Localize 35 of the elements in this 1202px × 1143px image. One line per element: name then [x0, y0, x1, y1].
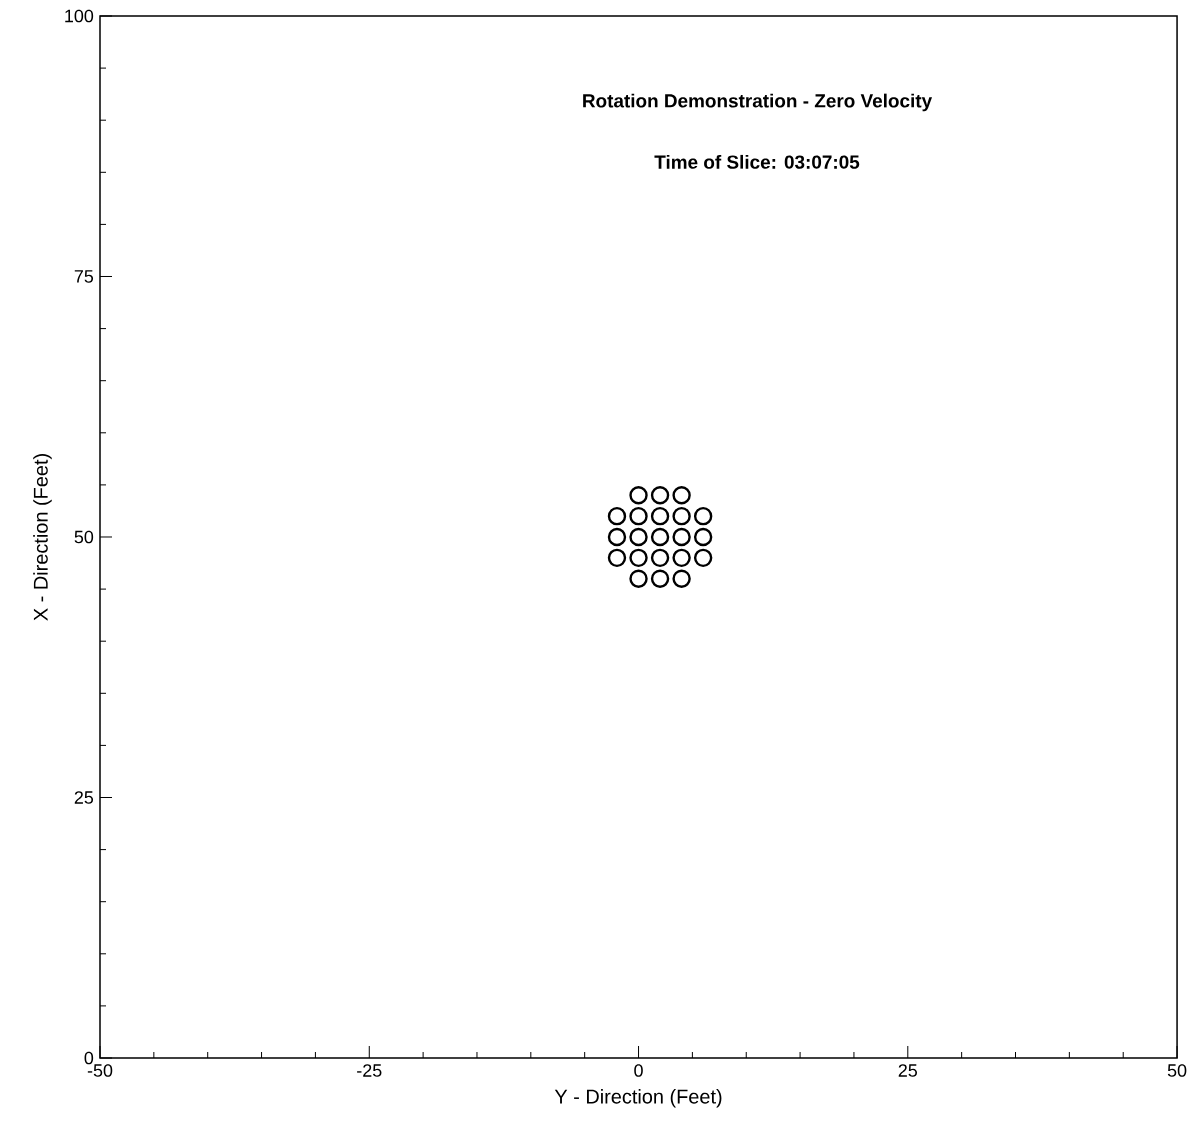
- x-axis-title: Y - Direction (Feet): [554, 1089, 722, 1108]
- point: [693, 548, 713, 568]
- point: [650, 486, 670, 505]
- point: [629, 486, 648, 505]
- point: [650, 527, 670, 547]
- point: [629, 548, 648, 568]
- point: [650, 548, 670, 568]
- point: [629, 569, 648, 588]
- y-tick-label: 50: [74, 530, 94, 544]
- point: [693, 527, 713, 547]
- y-tick-label: 0: [84, 1051, 94, 1065]
- y-tick-label: 75: [74, 270, 94, 283]
- point: [693, 506, 713, 526]
- text: Rotation Demonstration - Zero Velocity: [583, 93, 933, 112]
- point: [672, 548, 691, 568]
- x-tick-label: -50: [87, 1064, 113, 1077]
- point: [629, 506, 648, 526]
- point: [629, 527, 648, 547]
- point: [607, 527, 627, 547]
- point: [607, 506, 627, 526]
- x-tick-label: 50: [1167, 1064, 1187, 1077]
- y-tick-label: 100: [65, 9, 94, 23]
- point: [650, 506, 670, 526]
- x-tick-label: -25: [357, 1064, 382, 1077]
- x-tick-label: 25: [898, 1064, 918, 1077]
- y-tick-label: 25: [74, 791, 94, 804]
- point: [672, 506, 691, 526]
- x-tick-label: 0: [634, 1064, 643, 1077]
- point: [672, 486, 691, 505]
- point: [650, 569, 670, 588]
- point: [672, 569, 691, 588]
- y-axis-title: X - Direction (Feet): [33, 454, 52, 621]
- point: [607, 548, 627, 568]
- text: Time of Slice: 03:07:05: [654, 154, 860, 169]
- point: [672, 527, 691, 547]
